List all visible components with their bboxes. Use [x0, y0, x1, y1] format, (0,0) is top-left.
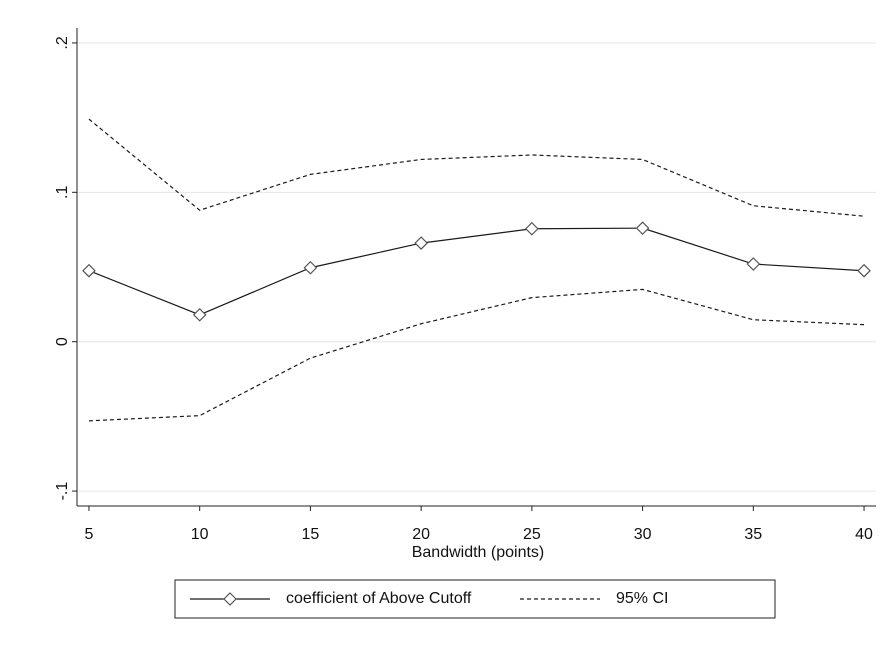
line [88, 227, 865, 316]
x-tick-label: 10 [191, 526, 209, 543]
legend-label: coefficient of Above Cutoff [286, 590, 472, 607]
x-tick-label: 5 [85, 526, 94, 543]
x-tick-label: 15 [302, 526, 320, 543]
legend-label: 95% CI [616, 590, 668, 607]
x-tick-label: 40 [855, 526, 873, 543]
y-tick-label: .2 [54, 36, 71, 49]
y-tick-label: .1 [54, 186, 71, 199]
x-axis-label: Bandwidth (points) [412, 544, 545, 561]
x-tick-label: 35 [744, 526, 762, 543]
y-tick-label: 0 [54, 337, 71, 346]
x-tick-label: 25 [523, 526, 541, 543]
y-tick-label: -.1 [54, 482, 71, 501]
marker [525, 221, 539, 236]
ci-upper [88, 118, 865, 217]
marker [635, 221, 650, 236]
marker [414, 236, 428, 250]
marker [746, 257, 761, 271]
marker [192, 307, 207, 322]
x-tick-label: 30 [634, 526, 652, 543]
legend [174, 579, 776, 619]
ci-lower [88, 288, 865, 422]
legend-marker [223, 592, 237, 606]
marker [303, 260, 318, 275]
x-tick-label: 20 [412, 526, 430, 543]
marker [82, 263, 96, 278]
marker [857, 263, 871, 278]
